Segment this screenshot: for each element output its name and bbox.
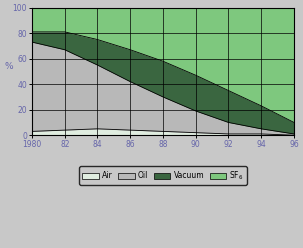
Y-axis label: %: % xyxy=(4,62,13,71)
Legend: Air, Oil, Vacuum, SF$_6$: Air, Oil, Vacuum, SF$_6$ xyxy=(79,166,247,185)
